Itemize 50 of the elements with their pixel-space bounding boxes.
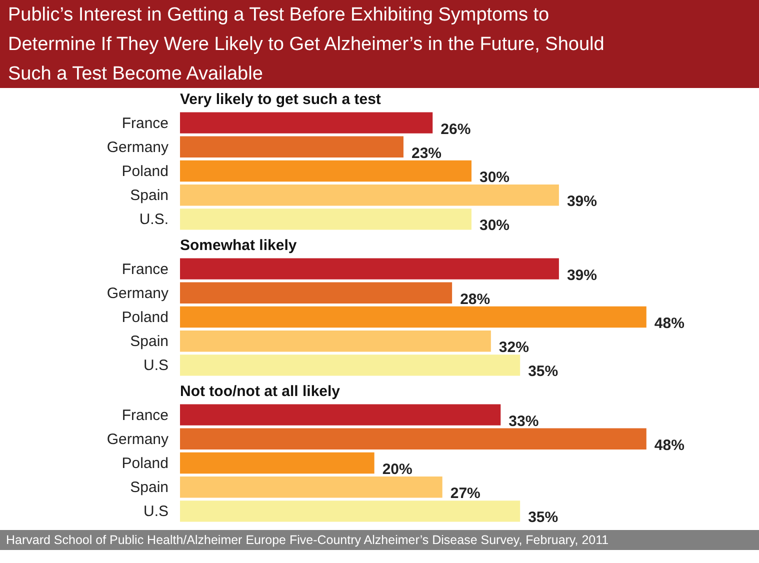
y-tick-label: Poland	[122, 163, 168, 180]
y-tick-label: Germany	[106, 430, 169, 448]
data-label: 48%	[654, 436, 684, 454]
y-tick-label: Spain	[130, 479, 168, 496]
bar	[180, 404, 501, 426]
y-tick-label: France	[122, 406, 168, 424]
y-tick-label: Poland	[122, 309, 168, 326]
bar	[180, 208, 472, 230]
bar	[180, 282, 452, 304]
data-label: 28%	[460, 290, 490, 308]
data-label: 39%	[566, 193, 597, 210]
y-tick-label: U.S	[143, 503, 168, 520]
chart-title: Public’s Interest in Getting a Test Before Exhibiting Symptoms to Determine If They Were Likely to Get Alzheimer’s in the Future, Should Such a Test Become Available	[8, 4, 604, 84]
y-tick-label: France	[122, 114, 168, 132]
bar	[180, 428, 646, 450]
data-label: 32%	[498, 339, 529, 356]
bar	[180, 112, 433, 134]
data-label: 27%	[450, 485, 480, 502]
data-label: 23%	[411, 144, 442, 162]
bar	[180, 500, 520, 522]
bar	[180, 354, 520, 376]
bar	[180, 258, 559, 280]
data-label: 20%	[382, 461, 412, 478]
data-label: 26%	[440, 120, 471, 138]
y-tick-label: Spain	[130, 333, 168, 350]
y-tick-label: Poland	[122, 455, 168, 472]
y-tick-label: France	[122, 260, 168, 278]
data-label: 48%	[654, 315, 684, 332]
y-tick-label: Spain	[130, 187, 168, 204]
bar	[180, 306, 646, 328]
data-label: 30%	[479, 217, 510, 234]
data-label: 35%	[528, 363, 558, 380]
y-tick-label: Germany	[106, 284, 169, 302]
chart-subtitle: Not too/not at all likely	[180, 383, 341, 400]
bar	[180, 184, 559, 206]
bar	[180, 136, 404, 158]
y-tick-label: U.S	[143, 357, 168, 374]
bar	[180, 160, 472, 182]
data-label: 30%	[479, 169, 510, 186]
bar	[180, 476, 442, 498]
text: Harvard School of Public Health/Alzheimer Europe Five-Country Alzheimer’s Disease Survey, February, 2011	[6, 533, 609, 547]
chart-subtitle: Somewhat likely	[180, 237, 298, 254]
data-label: 33%	[508, 412, 539, 430]
bar	[180, 330, 491, 352]
y-tick-label: U.S.	[139, 211, 168, 228]
chart-subtitle: Very likely to get such a test	[180, 91, 381, 108]
data-label: 39%	[566, 266, 597, 284]
data-label: 35%	[528, 509, 558, 526]
y-tick-label: Germany	[106, 138, 169, 156]
bar	[180, 452, 374, 474]
